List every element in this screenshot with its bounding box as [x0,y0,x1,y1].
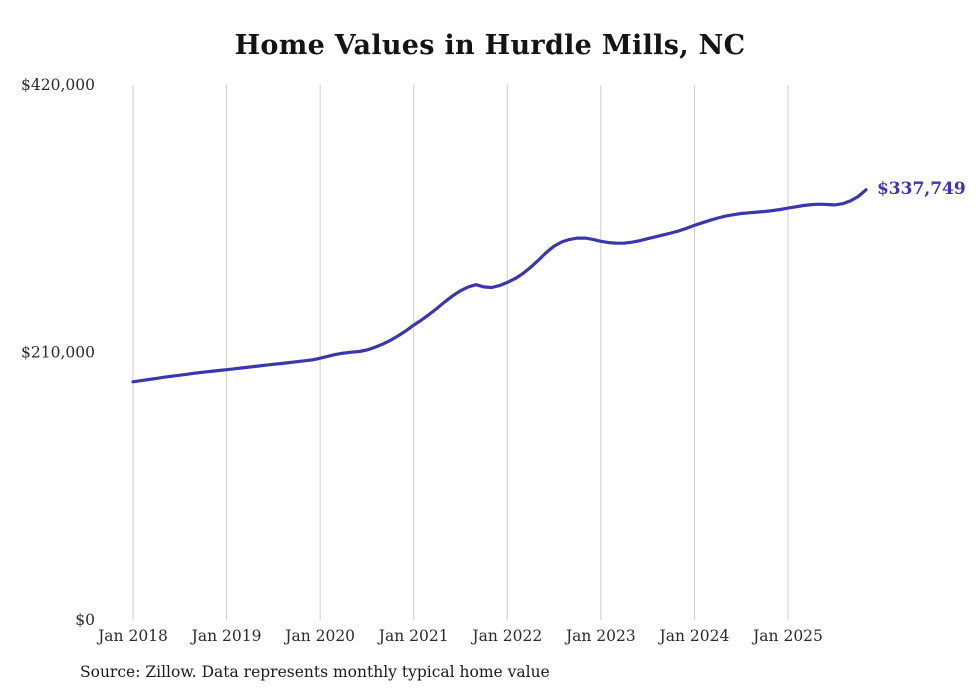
x-tick-label: Jan 2025 [751,627,823,645]
x-tick-label: Jan 2018 [96,627,168,645]
x-tick-label: Jan 2024 [658,627,730,645]
x-tick-label: Jan 2019 [190,627,262,645]
x-tick-label: Jan 2022 [470,627,542,645]
source-note: Source: Zillow. Data represents monthly … [80,663,550,681]
end-value-label: $337,749 [876,178,966,199]
y-tick-label: $210,000 [21,344,95,362]
chart-title: Home Values in Hurdle Mills, NC [234,30,746,61]
home-value-series-line [131,188,868,384]
y-tick-label: $420,000 [21,76,95,94]
x-tick-label: Jan 2023 [564,627,636,645]
x-tick-label: Jan 2020 [283,627,355,645]
x-tick-label: Jan 2021 [377,627,449,645]
y-tick-label: $0 [75,611,95,629]
